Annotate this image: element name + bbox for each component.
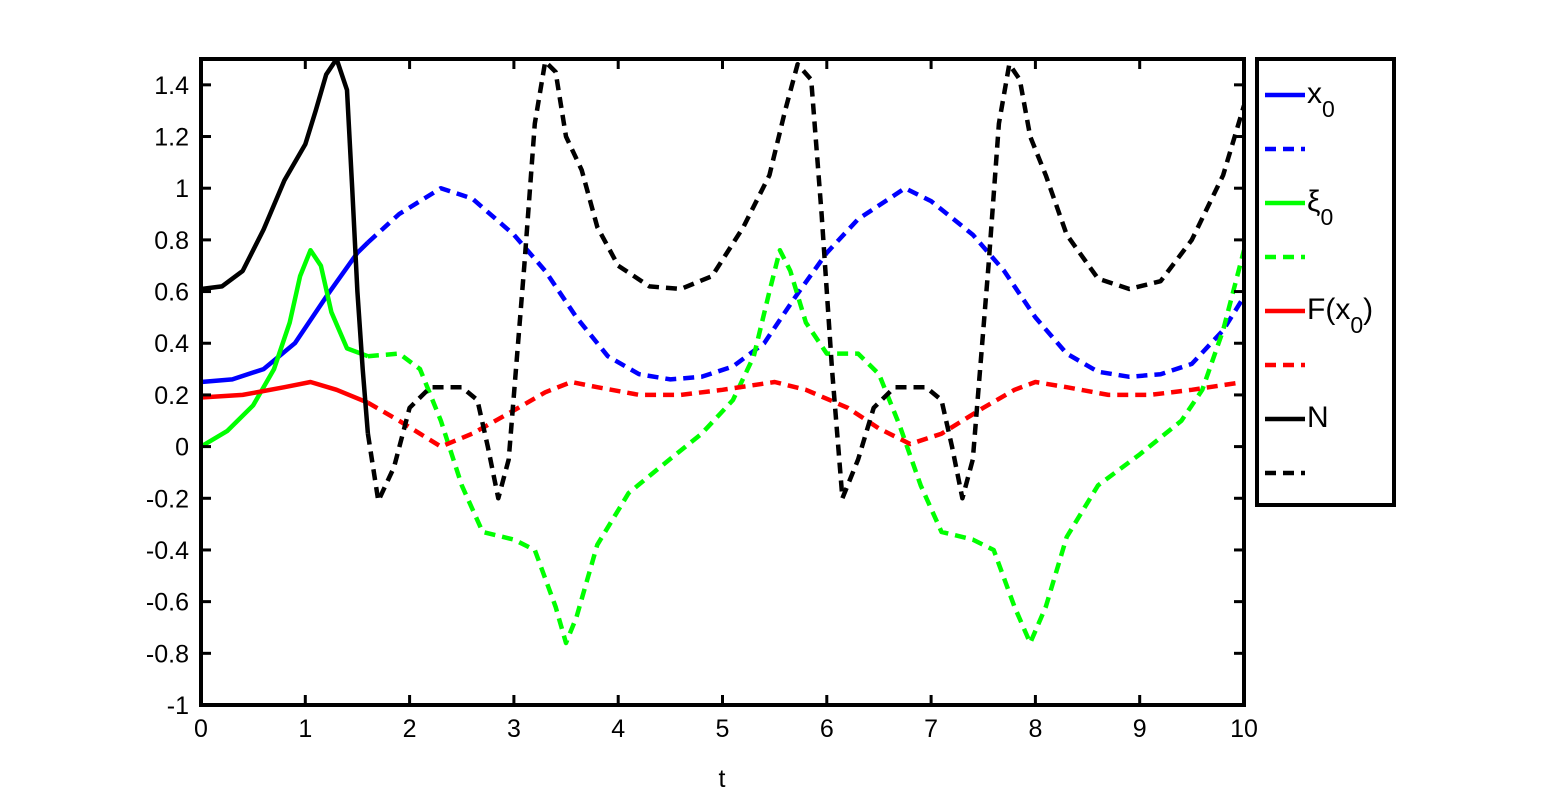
y-tick-label: 0.8 (154, 227, 189, 255)
y-tick-label: -0.6 (146, 589, 189, 617)
legend-box (1255, 57, 1396, 507)
x-tick-label: 0 (194, 715, 208, 743)
series-line-1 (366, 185, 1244, 382)
x-tick-label: 5 (716, 715, 730, 743)
legend-label-4: F(x0) (1307, 293, 1373, 338)
x-tick-label: 3 (507, 715, 521, 743)
y-tick-label: 1 (175, 175, 189, 203)
y-tick-label: -0.8 (146, 640, 189, 668)
y-tick-label: 0.4 (154, 330, 189, 358)
series-layer (201, 59, 1244, 646)
series-line-4 (201, 379, 369, 405)
series-line-3 (367, 247, 1244, 646)
legend: x0 ξ0 F(x0) N (1255, 57, 1396, 507)
y-tick-label: 1.2 (154, 124, 189, 152)
plot-frame (199, 57, 1246, 707)
y-tick-label: 1.4 (154, 72, 189, 100)
series-line-7 (365, 59, 1244, 504)
y-tick-label: -0.4 (146, 537, 189, 565)
y-tick-label: -1 (167, 692, 189, 720)
x-tick-label: 8 (1028, 715, 1042, 743)
legend-label-2: ξ0 (1307, 185, 1333, 230)
x-tick-label: 4 (611, 715, 625, 743)
y-tick-label: -0.2 (146, 485, 189, 513)
series-line-5 (366, 379, 1244, 449)
axes: 0 1 2 3 4 5 6 7 8 9 10 -1 -0.8 -0.6 -0.4 -0.2 0 0.2 0.4 0.6… (146, 57, 1258, 743)
x-tick-label: 2 (403, 715, 417, 743)
legend-label-6: N (1307, 401, 1329, 434)
x-tick-label: 1 (298, 715, 312, 743)
legend-label-0: x0 (1307, 77, 1335, 122)
y-tick-label: 0 (175, 434, 189, 462)
x-tick-label: 6 (820, 715, 834, 743)
x-tick-label: 7 (924, 715, 938, 743)
y-tick-label: 0.2 (154, 382, 189, 410)
series-line-6 (201, 59, 371, 434)
series-line-0 (201, 240, 370, 385)
x-tick-label: 10 (1230, 715, 1258, 743)
series-line-2 (201, 247, 369, 449)
x-axis-label: t (719, 765, 726, 793)
x-tick-label: 9 (1133, 715, 1147, 743)
y-tick-label: 0.6 (154, 279, 189, 307)
